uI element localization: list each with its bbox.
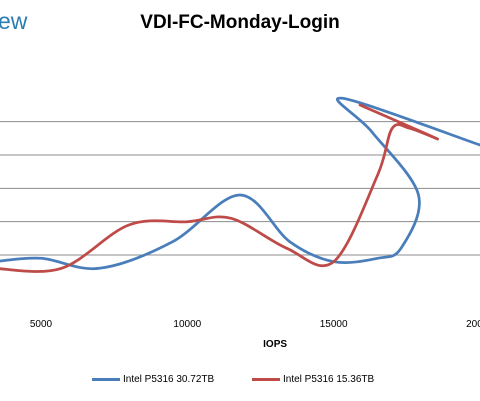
logo-fragment: ew <box>0 8 28 34</box>
x-tick-labels: 5000 10000 15000 20000 <box>30 319 480 330</box>
legend-label-series-1: Intel P5316 15.36TB <box>283 374 375 385</box>
x-tick-label: 10000 <box>173 319 201 330</box>
chart-title: VDI-FC-Monday-Login <box>140 12 340 33</box>
x-tick-label: 5000 <box>30 319 53 330</box>
series-layer <box>0 96 480 273</box>
series-line-1 <box>0 103 440 273</box>
x-axis-title: IOPS <box>263 339 287 350</box>
legend-swatch-series-1 <box>252 378 280 381</box>
x-tick-label: 20000 <box>466 319 480 330</box>
series-line-0 <box>0 96 480 271</box>
legend-item-series-0: Intel P5316 30.72TB <box>92 374 214 385</box>
legend-label-series-0: Intel P5316 30.72TB <box>123 374 215 385</box>
x-tick-label: 15000 <box>320 319 348 330</box>
legend-swatch-series-0 <box>92 378 120 381</box>
legend-item-series-1: Intel P5316 15.36TB <box>252 374 374 385</box>
legend: Intel P5316 30.72TB Intel P5316 15.36TB <box>0 374 480 390</box>
